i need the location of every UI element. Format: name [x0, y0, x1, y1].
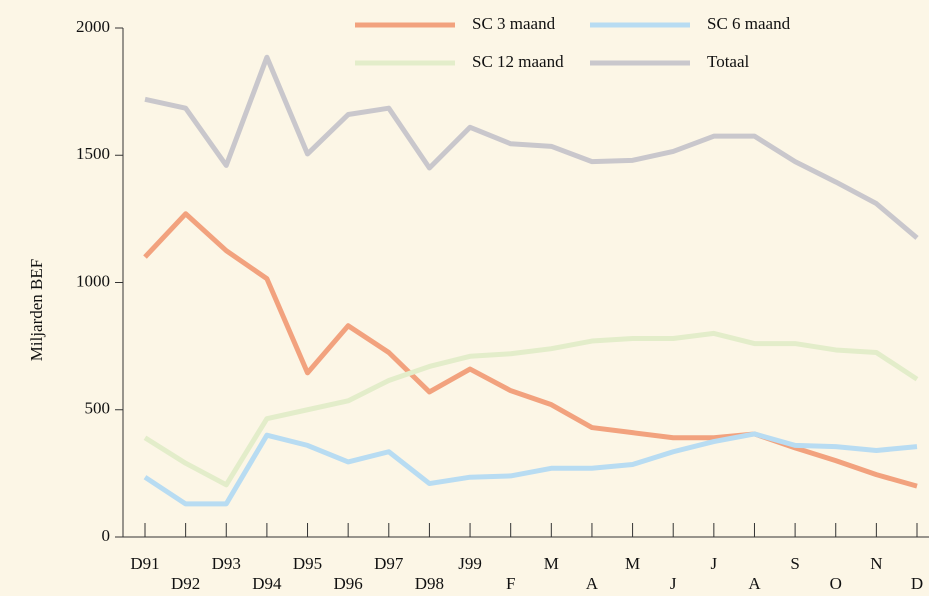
x-tick-label: N — [870, 554, 882, 573]
legend-label: SC 12 maand — [472, 52, 564, 71]
series-line — [144, 54, 919, 240]
x-tick-label: D96 — [334, 574, 363, 593]
x-tick-label: A — [586, 574, 599, 593]
x-tick-label: D94 — [252, 574, 282, 593]
x-tick-label: D92 — [171, 574, 200, 593]
y-tick-label: 0 — [102, 526, 111, 545]
legend-label: Totaal — [707, 52, 750, 71]
x-tick-label: J — [670, 574, 677, 593]
series-line — [143, 330, 919, 488]
legend-label: SC 3 maand — [472, 14, 556, 33]
legend-label: SC 6 maand — [707, 14, 791, 33]
x-tick-label: A — [748, 574, 761, 593]
x-tick-label: D98 — [415, 574, 444, 593]
y-tick-label: 1000 — [76, 271, 110, 290]
x-tick-label: D — [911, 574, 923, 593]
y-tick-label: 1500 — [76, 144, 110, 163]
series-line — [143, 431, 918, 507]
x-tick-label: J99 — [458, 554, 482, 573]
x-tick-label: M — [625, 554, 640, 573]
x-tick-label: M — [544, 554, 559, 573]
y-tick-label: 2000 — [76, 17, 110, 36]
y-tick-label: 500 — [85, 399, 111, 418]
x-tick-label: O — [830, 574, 842, 593]
x-tick-label: D93 — [212, 554, 241, 573]
x-tick-label: J — [711, 554, 718, 573]
x-tick-label: D91 — [130, 554, 159, 573]
x-tick-label: D95 — [293, 554, 322, 573]
x-tick-label: S — [790, 554, 799, 573]
x-tick-label: D97 — [374, 554, 404, 573]
x-tick-label: F — [506, 574, 515, 593]
y-axis-label: Miljarden BEF — [27, 259, 46, 361]
